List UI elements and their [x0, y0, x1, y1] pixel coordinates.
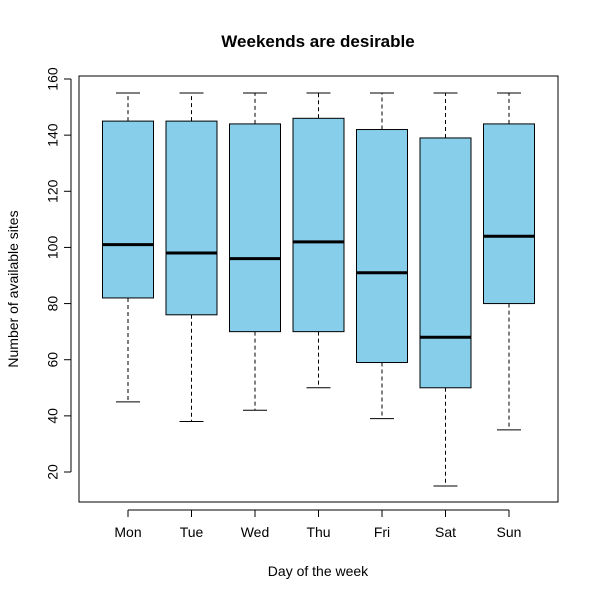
iqr-box [292, 117, 345, 333]
x-tick-label: Mon [114, 524, 141, 540]
x-axis: Mon Tue Wed Thu Fri Sat Sun [114, 509, 522, 540]
box-sun [483, 92, 535, 431]
iqr-box [483, 123, 535, 305]
x-tick-label: Tue [180, 524, 204, 540]
y-tick-label: 120 [45, 179, 61, 203]
box-thu [292, 92, 345, 389]
box-fri [356, 92, 408, 420]
y-axis: 20 40 60 80 100 120 140 160 [45, 67, 72, 480]
chart-title: Weekends are desirable [221, 32, 414, 51]
y-tick-label: 60 [45, 352, 61, 368]
x-tick-label: Fri [374, 524, 390, 540]
y-axis-label: Number of available sites [5, 210, 21, 367]
x-tick-label: Sun [497, 524, 522, 540]
boxes [102, 92, 535, 487]
iqr-box [165, 120, 218, 316]
y-tick-label: 160 [45, 67, 61, 91]
iqr-box [419, 137, 472, 389]
y-tick-label: 80 [45, 296, 61, 312]
iqr-box [102, 120, 154, 299]
plot-frame [78, 75, 559, 503]
y-tick-label: 20 [45, 464, 61, 480]
x-tick-label: Wed [241, 524, 270, 540]
box-mon [102, 92, 154, 403]
x-axis-label: Day of the week [268, 563, 369, 579]
y-tick-label: 140 [45, 123, 61, 147]
box-tue [165, 92, 218, 422]
x-tick-label: Sat [435, 524, 456, 540]
iqr-box [356, 129, 408, 364]
iqr-box [229, 123, 281, 333]
y-tick-label: 100 [45, 236, 61, 260]
x-tick-label: Thu [306, 524, 330, 540]
box-sat [419, 92, 472, 487]
box-wed [229, 92, 281, 411]
y-tick-label: 40 [45, 408, 61, 424]
